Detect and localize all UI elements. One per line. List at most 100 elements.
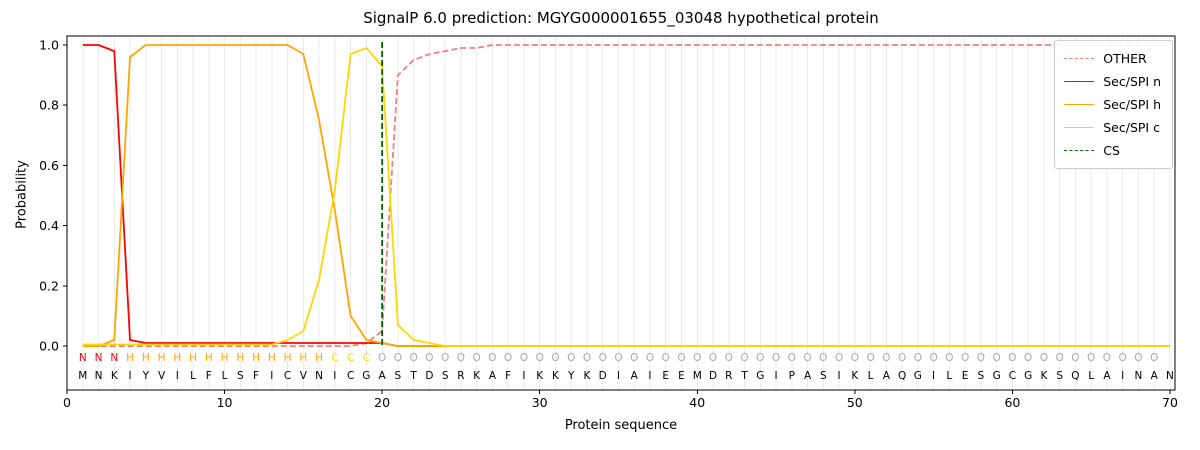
svg-text:I: I [774,370,777,382]
svg-text:A: A [489,370,497,382]
legend-line-sample [1064,58,1095,59]
svg-text:O: O [488,352,496,364]
legend-entry-sec-spi-c: Sec/SPI c [1064,116,1161,139]
svg-text:O: O [929,352,937,364]
svg-text:O: O [1056,352,1064,364]
svg-text:N: N [1135,370,1143,382]
svg-text:O: O [1087,352,1095,364]
svg-text:O: O [536,352,544,364]
legend-label: CS [1103,143,1120,158]
svg-text:Q: Q [898,370,906,382]
svg-text:L: L [1088,370,1094,382]
svg-text:O: O [1119,352,1127,364]
svg-text:0.8: 0.8 [39,98,59,113]
svg-text:G: G [756,370,764,382]
svg-text:I: I [128,370,131,382]
svg-text:G: G [362,370,370,382]
svg-text:O: O [835,352,843,364]
svg-text:T: T [409,370,417,382]
svg-text:H: H [299,352,307,364]
svg-text:K: K [111,370,119,382]
legend-entry-cs: CS [1064,139,1161,162]
svg-text:A: A [631,370,639,382]
legend-entry-sec-spi-h: Sec/SPI h [1064,93,1161,116]
svg-text:R: R [457,370,464,382]
svg-text:H: H [173,352,181,364]
svg-text:A: A [804,370,812,382]
svg-text:H: H [284,352,292,364]
svg-text:Y: Y [567,370,575,382]
svg-text:I: I [522,370,525,382]
svg-text:I: I [176,370,179,382]
svg-text:O: O [614,352,622,364]
svg-text:E: E [678,370,685,382]
chart-title: SignalP 6.0 prediction: MGYG000001655_03… [363,9,879,27]
svg-text:O: O [693,352,701,364]
legend-label: OTHER [1103,51,1147,66]
svg-text:0.6: 0.6 [39,158,59,173]
svg-text:O: O [473,352,481,364]
svg-text:A: A [1151,370,1159,382]
series-line-sec-spi-h [82,44,1170,348]
svg-text:N: N [1166,370,1174,382]
x-axis-label: Protein sequence [564,418,678,433]
svg-text:0.2: 0.2 [39,278,59,293]
svg-text:C: C [347,370,354,382]
svg-text:H: H [315,352,323,364]
svg-text:O: O [756,352,764,364]
series-line-other [82,44,1170,348]
svg-text:K: K [851,370,859,382]
svg-text:1.0: 1.0 [39,38,59,53]
svg-text:0.4: 0.4 [39,218,59,233]
svg-text:H: H [189,352,197,364]
svg-text:I: I [838,370,841,382]
y-tick-labels: 0.0 0.2 0.4 0.6 0.8 1.0 [39,38,67,354]
svg-text:G: G [993,370,1001,382]
svg-text:O: O [866,352,874,364]
svg-text:O: O [378,352,386,364]
series-lines [82,44,1170,348]
svg-text:0.0: 0.0 [39,339,59,354]
svg-text:O: O [394,352,402,364]
plot-border [66,35,1176,391]
svg-text:O: O [993,352,1001,364]
legend: OTHER Sec/SPI n Sec/SPI h Sec/SPI c CS [1054,40,1173,169]
svg-text:O: O [1071,352,1079,364]
svg-text:O: O [945,352,953,364]
svg-text:F: F [206,370,212,382]
svg-text:N: N [95,370,103,382]
svg-text:O: O [725,352,733,364]
svg-text:N: N [95,352,103,364]
svg-text:40: 40 [689,395,705,410]
svg-text:O: O [740,352,748,364]
svg-text:F: F [253,370,259,382]
svg-text:V: V [158,370,166,382]
svg-text:S: S [237,370,244,382]
svg-text:O: O [677,352,685,364]
svg-text:T: T [740,370,748,382]
svg-text:O: O [441,352,449,364]
svg-text:O: O [520,352,528,364]
svg-text:A: A [379,370,387,382]
svg-text:O: O [551,352,559,364]
svg-text:L: L [222,370,228,382]
legend-line-sample [1064,81,1095,82]
svg-text:I: I [270,370,273,382]
svg-text:O: O [646,352,654,364]
svg-text:O: O [803,352,811,364]
svg-text:50: 50 [847,395,863,410]
svg-text:S: S [820,370,827,382]
legend-label: Sec/SPI h [1103,97,1161,112]
svg-text:O: O [599,352,607,364]
svg-text:O: O [630,352,638,364]
svg-text:H: H [126,352,134,364]
svg-text:O: O [1008,352,1016,364]
svg-text:C: C [347,352,354,364]
svg-text:V: V [300,370,308,382]
svg-text:O: O [851,352,859,364]
svg-text:S: S [442,370,449,382]
svg-text:K: K [536,370,544,382]
